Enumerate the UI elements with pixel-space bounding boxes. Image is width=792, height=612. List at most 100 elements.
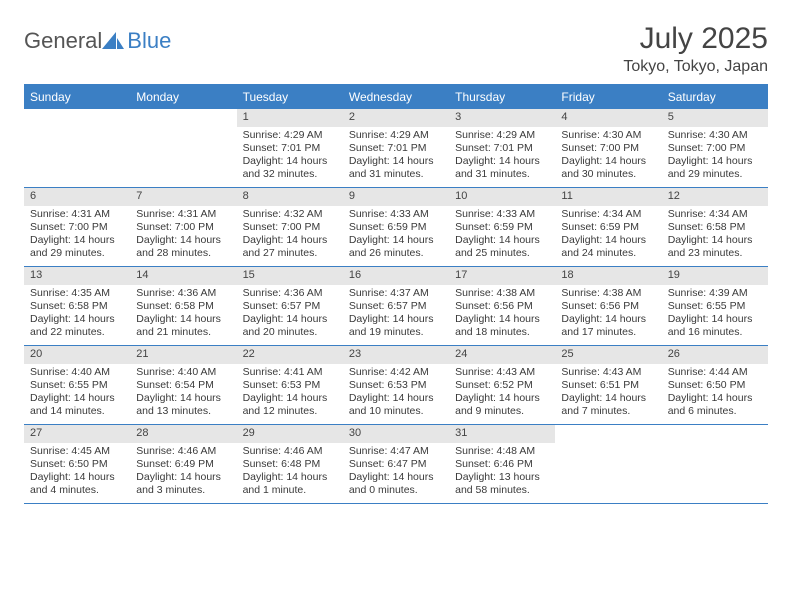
calendar-day [662, 425, 768, 503]
calendar-week: 27Sunrise: 4:45 AMSunset: 6:50 PMDayligh… [24, 425, 768, 504]
calendar-grid: 1 Sunrise: 4:29 AMSunset: 7:01 PMDaylight… [24, 109, 768, 504]
calendar-day: 25Sunrise: 4:43 AMSunset: 6:51 PMDayligh… [555, 346, 661, 424]
day-body: Sunrise: 4:47 AMSunset: 6:47 PMDaylight:… [343, 443, 449, 502]
calendar-week: 6Sunrise: 4:31 AMSunset: 7:00 PMDaylight… [24, 188, 768, 267]
calendar-week: 13Sunrise: 4:35 AMSunset: 6:58 PMDayligh… [24, 267, 768, 346]
day-number: 27 [24, 425, 130, 443]
daylight-label: Daylight: 14 hours and 25 minutes. [455, 234, 549, 260]
day-body: Sunrise: 4:40 AMSunset: 6:55 PMDaylight:… [24, 364, 130, 423]
daylight-label: Daylight: 14 hours and 26 minutes. [349, 234, 443, 260]
calendar-day: 24Sunrise: 4:43 AMSunset: 6:52 PMDayligh… [449, 346, 555, 424]
daylight-label: Daylight: 14 hours and 0 minutes. [349, 471, 443, 497]
day-body: Sunrise: 4:32 AMSunset: 7:00 PMDaylight:… [237, 206, 343, 265]
calendar-day: 10 Sunrise: 4:33 AMSunset: 6:59 PMDayligh… [449, 188, 555, 266]
sunrise-label: Sunrise: 4:33 AM [349, 208, 443, 221]
day-body: Sunrise: 4:48 AMSunset: 6:46 PMDaylight:… [449, 443, 555, 502]
daylight-label: Daylight: 14 hours and 29 minutes. [668, 155, 762, 181]
calendar-day: 18Sunrise: 4:38 AMSunset: 6:56 PMDayligh… [555, 267, 661, 345]
sunrise-label: Sunrise: 4:38 AM [455, 287, 549, 300]
sunset-label: Sunset: 6:59 PM [561, 221, 655, 234]
sunset-label: Sunset: 6:54 PM [136, 379, 230, 392]
sunrise-label: Sunrise: 4:30 AM [561, 129, 655, 142]
day-body: Sunrise: 4:43 AMSunset: 6:51 PMDaylight:… [555, 364, 661, 423]
day-number: 14 [130, 267, 236, 285]
sunrise-label: Sunrise: 4:40 AM [30, 366, 124, 379]
day-number [24, 109, 130, 127]
day-number: 17 [449, 267, 555, 285]
sunset-label: Sunset: 6:49 PM [136, 458, 230, 471]
day-body: Sunrise: 4:35 AMSunset: 6:58 PMDaylight:… [24, 285, 130, 344]
sunrise-label: Sunrise: 4:35 AM [30, 287, 124, 300]
sunset-label: Sunset: 6:57 PM [243, 300, 337, 313]
dow-saturday: Saturday [662, 86, 768, 109]
calendar-day: 14Sunrise: 4:36 AMSunset: 6:58 PMDayligh… [130, 267, 236, 345]
day-number: 29 [237, 425, 343, 443]
title-block: July 2025 Tokyo, Tokyo, Japan [623, 22, 768, 76]
sunrise-label: Sunrise: 4:47 AM [349, 445, 443, 458]
day-number: 5 [662, 109, 768, 127]
sunrise-label: Sunrise: 4:29 AM [349, 129, 443, 142]
daylight-label: Daylight: 14 hours and 10 minutes. [349, 392, 443, 418]
day-body: Sunrise: 4:43 AMSunset: 6:52 PMDaylight:… [449, 364, 555, 423]
calendar-day: 21Sunrise: 4:40 AMSunset: 6:54 PMDayligh… [130, 346, 236, 424]
daylight-label: Daylight: 14 hours and 23 minutes. [668, 234, 762, 260]
day-body: Sunrise: 4:38 AMSunset: 6:56 PMDaylight:… [555, 285, 661, 344]
daylight-label: Daylight: 14 hours and 1 minute. [243, 471, 337, 497]
daylight-label: Daylight: 14 hours and 28 minutes. [136, 234, 230, 260]
sunset-label: Sunset: 6:52 PM [455, 379, 549, 392]
sunrise-label: Sunrise: 4:34 AM [668, 208, 762, 221]
day-body: Sunrise: 4:29 AMSunset: 7:01 PMDaylight:… [449, 127, 555, 186]
day-number: 31 [449, 425, 555, 443]
sunset-label: Sunset: 6:48 PM [243, 458, 337, 471]
month-title: July 2025 [623, 22, 768, 56]
day-number: 10 [449, 188, 555, 206]
day-number: 16 [343, 267, 449, 285]
day-number: 28 [130, 425, 236, 443]
day-number: 22 [237, 346, 343, 364]
daylight-label: Daylight: 14 hours and 14 minutes. [30, 392, 124, 418]
sunset-label: Sunset: 6:59 PM [455, 221, 549, 234]
day-number: 25 [555, 346, 661, 364]
sunrise-label: Sunrise: 4:40 AM [136, 366, 230, 379]
day-body: Sunrise: 4:33 AMSunset: 6:59 PMDaylight:… [343, 206, 449, 265]
sunset-label: Sunset: 6:58 PM [30, 300, 124, 313]
calendar-day [555, 425, 661, 503]
calendar-week: 20Sunrise: 4:40 AMSunset: 6:55 PMDayligh… [24, 346, 768, 425]
dow-friday: Friday [555, 86, 661, 109]
daylight-label: Daylight: 14 hours and 31 minutes. [455, 155, 549, 181]
sunset-label: Sunset: 6:55 PM [668, 300, 762, 313]
calendar-day: 31Sunrise: 4:48 AMSunset: 6:46 PMDayligh… [449, 425, 555, 503]
calendar-day: 7Sunrise: 4:31 AMSunset: 7:00 PMDaylight… [130, 188, 236, 266]
day-body: Sunrise: 4:39 AMSunset: 6:55 PMDaylight:… [662, 285, 768, 344]
calendar-day: 11Sunrise: 4:34 AMSunset: 6:59 PMDayligh… [555, 188, 661, 266]
day-body: Sunrise: 4:34 AMSunset: 6:58 PMDaylight:… [662, 206, 768, 265]
day-number [130, 109, 236, 127]
sunset-label: Sunset: 6:57 PM [349, 300, 443, 313]
day-number: 1 [237, 109, 343, 127]
day-number: 11 [555, 188, 661, 206]
day-number: 13 [24, 267, 130, 285]
sunrise-label: Sunrise: 4:36 AM [243, 287, 337, 300]
day-body: Sunrise: 4:36 AMSunset: 6:57 PMDaylight:… [237, 285, 343, 344]
daylight-label: Daylight: 14 hours and 27 minutes. [243, 234, 337, 260]
dow-thursday: Thursday [449, 86, 555, 109]
day-body: Sunrise: 4:34 AMSunset: 6:59 PMDaylight:… [555, 206, 661, 265]
sunrise-label: Sunrise: 4:36 AM [136, 287, 230, 300]
day-body: Sunrise: 4:44 AMSunset: 6:50 PMDaylight:… [662, 364, 768, 423]
sunset-label: Sunset: 6:53 PM [243, 379, 337, 392]
daylight-label: Daylight: 14 hours and 17 minutes. [561, 313, 655, 339]
sunset-label: Sunset: 6:58 PM [136, 300, 230, 313]
day-number: 3 [449, 109, 555, 127]
calendar-day: 8Sunrise: 4:32 AMSunset: 7:00 PMDaylight… [237, 188, 343, 266]
day-number: 2 [343, 109, 449, 127]
sunset-label: Sunset: 6:59 PM [349, 221, 443, 234]
day-body: Sunrise: 4:37 AMSunset: 6:57 PMDaylight:… [343, 285, 449, 344]
sunrise-label: Sunrise: 4:43 AM [455, 366, 549, 379]
day-body: Sunrise: 4:30 AMSunset: 7:00 PMDaylight:… [662, 127, 768, 186]
calendar-day: 9Sunrise: 4:33 AMSunset: 6:59 PMDaylight… [343, 188, 449, 266]
day-number [555, 425, 661, 443]
daylight-label: Daylight: 14 hours and 18 minutes. [455, 313, 549, 339]
daylight-label: Daylight: 14 hours and 31 minutes. [349, 155, 443, 181]
day-body: Sunrise: 4:31 AMSunset: 7:00 PMDaylight:… [130, 206, 236, 265]
sunrise-label: Sunrise: 4:33 AM [455, 208, 549, 221]
